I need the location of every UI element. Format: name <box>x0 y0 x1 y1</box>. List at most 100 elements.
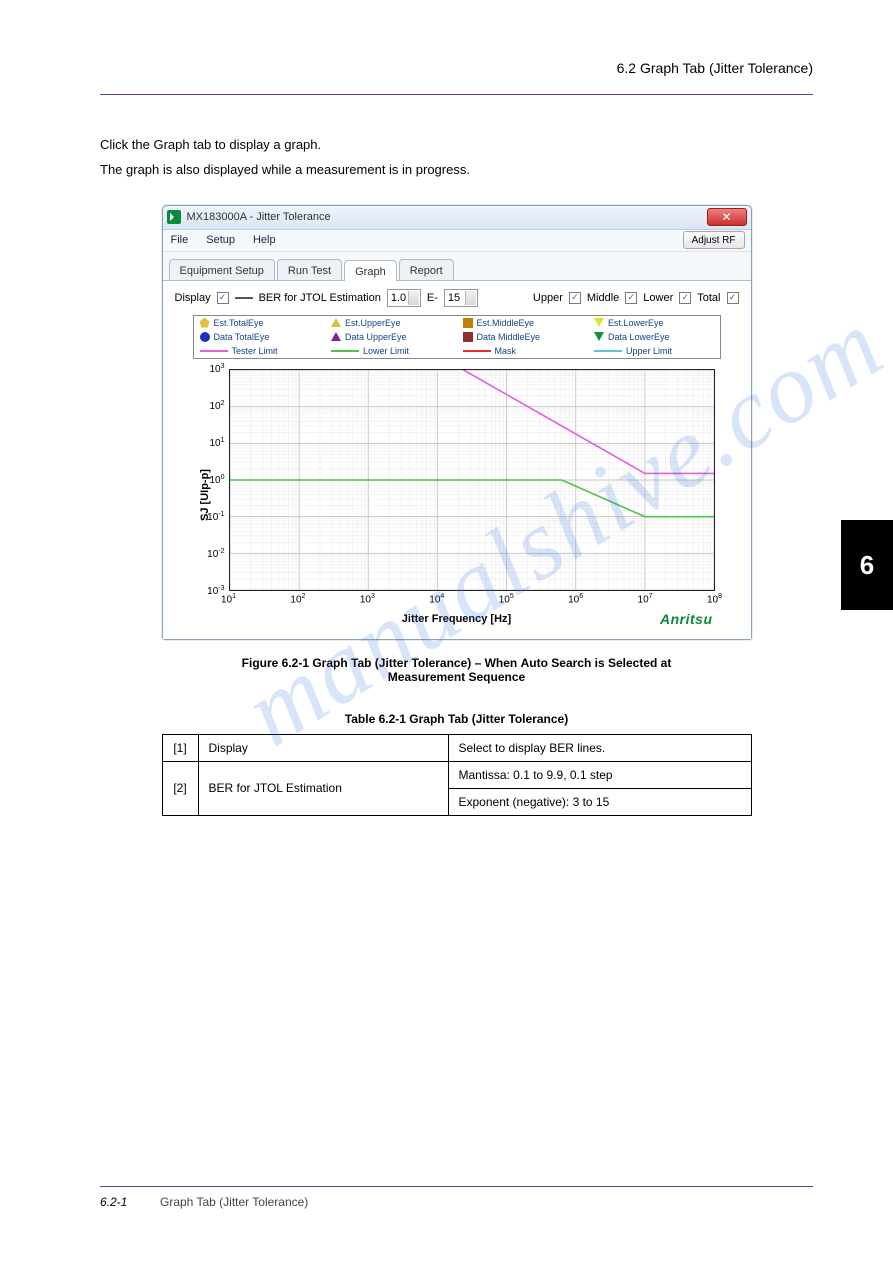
legend-line <box>463 350 491 352</box>
legend-label: Tester Limit <box>232 346 278 356</box>
group-lower-label: Lower <box>643 292 673 304</box>
ber-line-sample <box>235 297 253 299</box>
ber-exponent-input[interactable]: 15 <box>444 289 478 307</box>
close-button[interactable]: ✕ <box>707 208 747 226</box>
group-middle-label: Middle <box>587 292 619 304</box>
legend-item: Mask <box>457 344 589 358</box>
legend-label: Est.MiddleEye <box>477 318 535 328</box>
legend-label: Data MiddleEye <box>477 332 541 342</box>
app-icon <box>167 210 181 224</box>
x-tick-label: 107 <box>638 593 653 605</box>
chapter-tab: 6 <box>841 520 893 610</box>
display-row: Display ✓ BER for JTOL Estimation 1.0 E-… <box>171 287 743 313</box>
legend-marker <box>594 332 604 341</box>
legend-row-lines: Tester LimitLower LimitMaskUpper Limit <box>194 344 720 358</box>
group-total-label: Total <box>697 292 720 304</box>
y-tick-label: 103 <box>181 362 225 374</box>
legend-line <box>594 350 622 352</box>
legend-marker <box>331 332 341 341</box>
legend-label: Est.UpperEye <box>345 318 401 328</box>
legend-marker <box>331 318 341 327</box>
menu-setup[interactable]: Setup <box>206 234 235 246</box>
y-tick-label: 10-3 <box>181 584 225 596</box>
cell-desc: Exponent (negative): 3 to 15 <box>448 788 751 815</box>
y-tick-label: 102 <box>181 399 225 411</box>
titlebar: MX183000A - Jitter Tolerance ✕ <box>163 206 751 230</box>
group-upper-label: Upper <box>533 292 563 304</box>
group-total-checkbox[interactable]: ✓ <box>727 292 739 304</box>
legend-marker <box>200 332 210 342</box>
x-tick-label: 104 <box>429 593 444 605</box>
cell-idx: [1] <box>162 734 198 761</box>
legend: Est.TotalEyeEst.UpperEyeEst.MiddleEyeEst… <box>193 315 721 359</box>
intro-text: Click the Graph tab to display a graph. … <box>100 135 813 181</box>
parameter-table: [1] Display Select to display BER lines.… <box>162 734 752 816</box>
footer-title: Graph Tab (Jitter Tolerance) <box>160 1195 308 1209</box>
figure-caption: Figure 6.2-1 Graph Tab (Jitter Tolerance… <box>100 656 813 684</box>
x-tick-label: 105 <box>499 593 514 605</box>
legend-marker <box>463 332 473 342</box>
y-tick-label: 10-1 <box>181 510 225 522</box>
menu-file[interactable]: File <box>171 234 189 246</box>
intro-line2: The graph is also displayed while a meas… <box>100 160 813 181</box>
section-heading: 6.2 Graph Tab (Jitter Tolerance) <box>100 60 813 76</box>
chart-plot-area <box>229 369 715 591</box>
ber-mantissa-input[interactable]: 1.0 <box>387 289 421 307</box>
divider <box>100 94 813 95</box>
group-upper-checkbox[interactable]: ✓ <box>569 292 581 304</box>
fig-cap-a: Figure 6.2-1 Graph Tab (Jitter Tolerance… <box>242 656 521 670</box>
legend-item: Data TotalEye <box>194 330 326 344</box>
tabs: Equipment Setup Run Test Graph Report <box>163 252 751 280</box>
legend-label: Mask <box>495 346 517 356</box>
fig-cap-c: is Selected at <box>591 656 671 670</box>
cell-name: BER for JTOL Estimation <box>198 761 448 815</box>
tab-report[interactable]: Report <box>399 259 454 280</box>
legend-label: Est.LowerEye <box>608 318 664 328</box>
group-lower-checkbox[interactable]: ✓ <box>679 292 691 304</box>
ber-e-label: E- <box>427 292 438 304</box>
tab-run-test[interactable]: Run Test <box>277 259 342 280</box>
x-tick-label: 102 <box>290 593 305 605</box>
fig-cap-b: Auto Search <box>521 656 592 670</box>
legend-item: Est.UpperEye <box>325 316 457 330</box>
legend-item: Data UpperEye <box>325 330 457 344</box>
x-tick-label: 106 <box>568 593 583 605</box>
chart-xlabel: Jitter Frequency [Hz] <box>181 613 733 625</box>
table-row: [2] BER for JTOL Estimation Mantissa: 0.… <box>162 761 751 788</box>
fig-cap-d: Measurement Sequence <box>388 670 525 684</box>
legend-item: Data MiddleEye <box>457 330 589 344</box>
legend-marker <box>463 318 473 328</box>
legend-marker <box>594 318 604 327</box>
adjust-rf-button[interactable]: Adjust RF <box>683 231 745 249</box>
legend-item: Est.MiddleEye <box>457 316 589 330</box>
legend-row-data: Data TotalEye Data UpperEye Data MiddleEye… <box>194 330 720 344</box>
brand-logo: Anritsu <box>660 611 713 627</box>
chart: SJ [UIp-p] Jitter Frequency [Hz] Anritsu… <box>181 365 733 625</box>
display-checkbox[interactable]: ✓ <box>217 292 229 304</box>
legend-row-est: Est.TotalEyeEst.UpperEyeEst.MiddleEyeEst… <box>194 316 720 330</box>
y-tick-label: 101 <box>181 436 225 448</box>
legend-item: Upper Limit <box>588 344 720 358</box>
menu-help[interactable]: Help <box>253 234 276 246</box>
x-tick-label: 108 <box>707 593 722 605</box>
chart-svg <box>230 370 714 590</box>
page-footer: 6.2-1 Graph Tab (Jitter Tolerance) <box>100 1168 813 1209</box>
x-tick-label: 101 <box>221 593 236 605</box>
legend-line <box>331 350 359 352</box>
legend-label: Data TotalEye <box>214 332 270 342</box>
cell-name: Display <box>198 734 448 761</box>
ber-label: BER for JTOL Estimation <box>259 292 381 304</box>
tab-equipment-setup[interactable]: Equipment Setup <box>169 259 275 280</box>
legend-label: Upper Limit <box>626 346 672 356</box>
display-label: Display <box>175 292 211 304</box>
intro-line1: Click the Graph tab to display a graph. <box>100 135 813 156</box>
divider <box>100 1186 813 1187</box>
cell-desc: Select to display BER lines. <box>448 734 751 761</box>
tab-panel-graph: Display ✓ BER for JTOL Estimation 1.0 E-… <box>163 280 751 639</box>
table-caption: Table 6.2-1 Graph Tab (Jitter Tolerance) <box>100 712 813 726</box>
cell-desc: Mantissa: 0.1 to 9.9, 0.1 step <box>448 761 751 788</box>
tab-graph[interactable]: Graph <box>344 260 397 281</box>
legend-line <box>200 350 228 352</box>
group-middle-checkbox[interactable]: ✓ <box>625 292 637 304</box>
legend-item: Est.LowerEye <box>588 316 720 330</box>
